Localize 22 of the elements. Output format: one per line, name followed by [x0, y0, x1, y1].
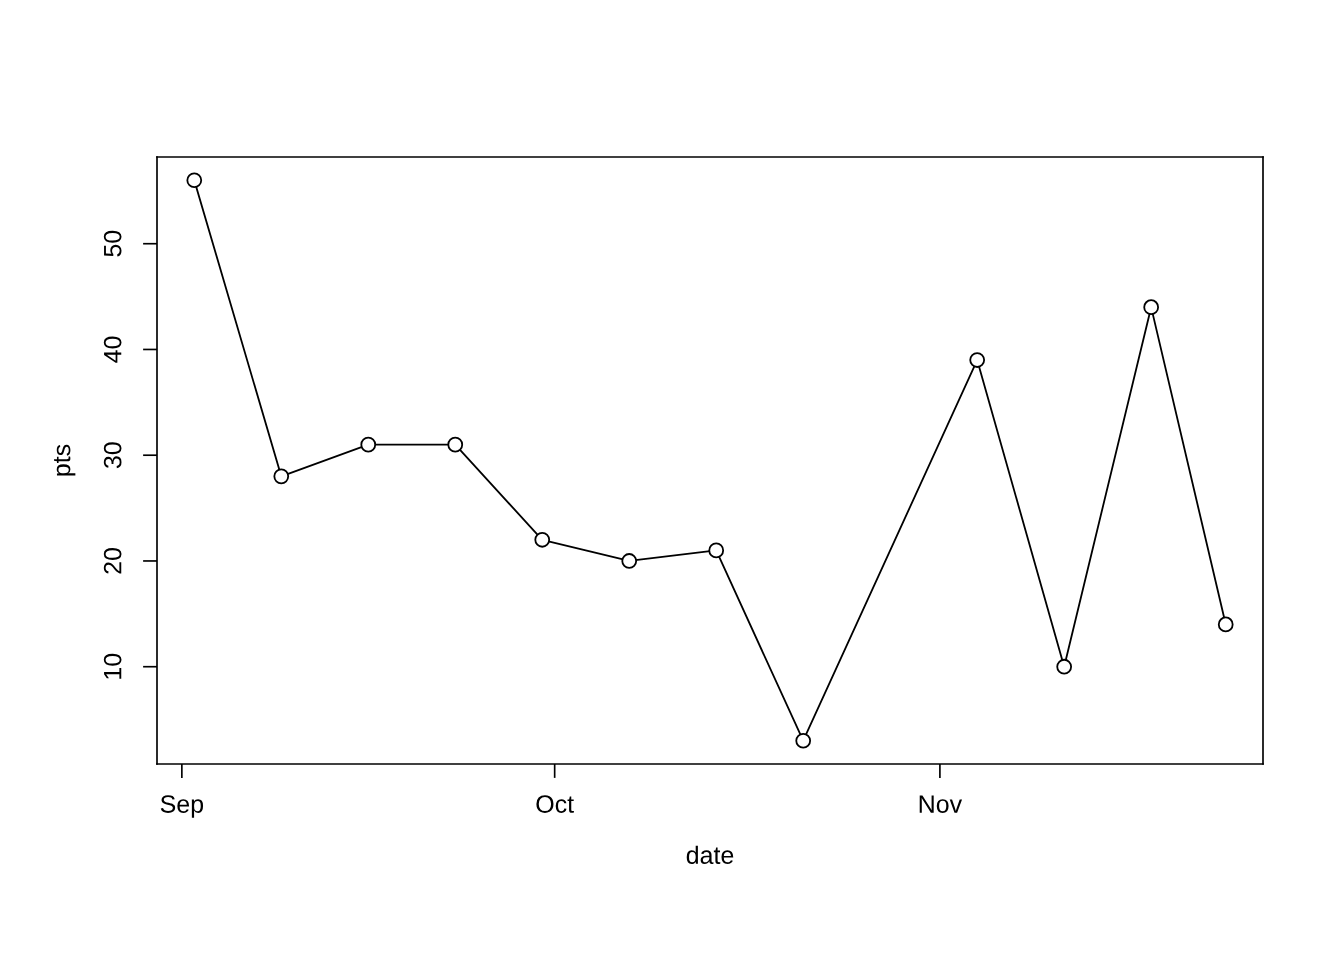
- point: [447, 436, 464, 453]
- point: [273, 468, 290, 485]
- point: [1217, 616, 1234, 633]
- point: [1143, 299, 1160, 316]
- point: [1056, 658, 1073, 675]
- point: [621, 553, 638, 569]
- y-tick-label: 30: [103, 442, 122, 469]
- y-tick-label: 40: [103, 336, 122, 363]
- point: [186, 172, 203, 189]
- x-tick-label: Nov: [919, 795, 963, 813]
- y-axis-title: pts: [54, 444, 76, 476]
- point: [360, 436, 377, 453]
- y-tick-label: 50: [103, 230, 122, 257]
- point: [534, 531, 551, 548]
- point: [969, 352, 986, 368]
- x-tick-label: Sep: [160, 795, 204, 818]
- point: [708, 542, 725, 559]
- y-tick-label: 10: [103, 653, 122, 679]
- y-tick-label: 20: [103, 548, 122, 574]
- x-tick-label: Oct: [536, 795, 574, 813]
- x-axis-title: date: [686, 845, 734, 864]
- point: [795, 732, 812, 749]
